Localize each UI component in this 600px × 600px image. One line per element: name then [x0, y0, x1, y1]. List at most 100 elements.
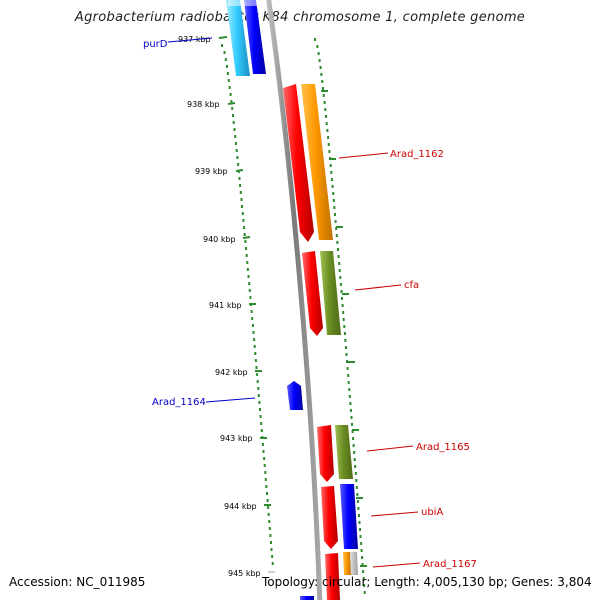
scale-minor-tick-right [343, 325, 346, 328]
scale-minor-tick-left [266, 499, 269, 502]
arad-1167-leader [372, 562, 421, 568]
scale-minor-tick-right [334, 213, 336, 216]
scale-minor-tick-right [355, 479, 358, 482]
gene-label-arad-1162[interactable]: Arad_1162 [390, 149, 444, 160]
scale-minor-tick-right [324, 108, 327, 111]
kbp-label-944: 944 kbp [224, 502, 257, 511]
gene-feature-arad-1167-orange [343, 552, 351, 575]
scale-minor-tick-right [329, 164, 332, 167]
gene-label-purD[interactable]: purD [143, 39, 168, 50]
scale-minor-tick-right [348, 388, 351, 391]
scale-minor-tick-left [258, 401, 261, 404]
gene-label-arad-1165[interactable]: Arad_1165 [416, 442, 470, 453]
gene-feature-arad-1164 [287, 381, 303, 410]
scale-minor-tick-left [224, 58, 227, 61]
gene-label-arad-1167[interactable]: Arad_1167 [423, 559, 477, 570]
scale-minor-tick-right [317, 52, 320, 55]
gene-label-ubia[interactable]: ubiA [421, 507, 443, 518]
scale-minor-tick-left [251, 324, 254, 327]
gene-label-cfa[interactable]: cfa [404, 280, 419, 291]
scale-minor-tick-right [354, 465, 357, 468]
scale-minor-tick-left [251, 317, 254, 320]
scale-minor-tick-left [244, 240, 247, 243]
scale-minor-tick-right [332, 192, 335, 195]
scale-minor-tick-left [259, 415, 262, 418]
gene-feature-arad-1165-olive [335, 425, 353, 479]
scale-minor-tick-right [355, 486, 358, 489]
kbp-label-943: 943 kbp [220, 434, 253, 443]
scale-minor-tick-left [262, 450, 265, 453]
scale-minor-tick-right [348, 395, 351, 398]
scale-minor-tick-left [231, 107, 234, 110]
chromosome-backbone [266, 0, 323, 600]
scale-minor-tick-left [238, 177, 241, 180]
scale-minor-tick-left [259, 408, 261, 411]
gene-feature-cfa-red [302, 251, 323, 336]
scale-minor-tick-left [267, 506, 270, 509]
scale-minor-tick-left [247, 275, 250, 278]
gene-feature-cfa-olive [320, 251, 341, 335]
purD-leader [167, 37, 213, 43]
scale-minor-tick-right [318, 59, 321, 62]
scale-minor-tick-right [325, 122, 328, 125]
scale-minor-tick-right [354, 472, 357, 475]
scale-minor-tick-right [342, 311, 345, 314]
scale-minor-tick-right [338, 269, 341, 272]
scale-minor-tick-left [264, 478, 267, 481]
gene-feature-ubia-blue [340, 484, 358, 549]
scale-minor-tick-right [325, 115, 327, 118]
scale-minor-tick-right [342, 318, 345, 321]
scale-minor-tick-right [350, 416, 353, 419]
scale-minor-tick-left [248, 282, 251, 285]
scale-minor-tick-right [357, 507, 360, 510]
gene-feature-cyan [226, 0, 250, 76]
scale-minor-tick-left [243, 226, 246, 229]
scale-minor-tick-left [230, 100, 233, 103]
scale-minor-tick-left [239, 191, 242, 194]
scale-minor-tick-right [358, 521, 361, 524]
scale-minor-tick-right [319, 66, 322, 69]
scale-minor-tick-left [246, 268, 249, 271]
scale-minor-tick-left [226, 72, 229, 75]
ubia-leader [370, 511, 419, 517]
scale-minor-tick-left [254, 359, 257, 362]
scale-minor-tick-right [322, 87, 324, 90]
scale-minor-tick-left [235, 142, 237, 145]
scale-minor-tick-left [270, 541, 272, 544]
scale-minor-tick-left [235, 149, 238, 152]
kbp-label-939: 939 kbp [195, 167, 228, 176]
scale-minor-tick-right [323, 101, 326, 104]
scale-minor-tick-left [260, 422, 263, 425]
scale-minor-tick-right [360, 542, 363, 545]
scale-minor-tick-right [320, 73, 323, 76]
scale-minor-tick-right [335, 234, 338, 237]
scale-minor-tick-right [363, 584, 366, 587]
scale-minor-tick-right [334, 220, 337, 223]
scale-minor-tick-left [237, 163, 240, 166]
scale-minor-tick-right [335, 227, 338, 230]
scale-minor-tick-right [362, 570, 365, 573]
kbp-label-945: 945 kbp [228, 569, 261, 578]
scale-minor-tick-right [349, 409, 352, 412]
scale-minor-tick-right [362, 577, 365, 580]
scale-minor-tick-right [345, 353, 348, 356]
scale-minor-tick-left [265, 485, 268, 488]
scale-minor-tick-right [321, 80, 324, 83]
scale-minor-tick-left [257, 394, 260, 397]
scale-minor-tick-left [234, 135, 237, 138]
gene-feature-arad-1162-orange [301, 84, 333, 240]
kbp-label-940: 940 kbp [203, 235, 236, 244]
scale-minor-tick-right [345, 346, 347, 349]
scale-minor-tick-left [253, 338, 256, 341]
gene-feature-ubia-red [321, 486, 338, 549]
scale-minor-tick-right [337, 255, 340, 258]
scale-minor-tick-left [227, 79, 230, 82]
scale-minor-tick-left [260, 429, 263, 432]
topology-text: Topology: circular; Length: 4,005,130 bp… [262, 575, 592, 589]
scale-minor-tick-left [267, 513, 270, 516]
scale-minor-tick-right [331, 185, 334, 188]
gene-label-arad-1164[interactable]: Arad_1164 [152, 397, 206, 408]
scale-minor-tick-left [264, 471, 267, 474]
scale-minor-tick-right [347, 381, 350, 384]
